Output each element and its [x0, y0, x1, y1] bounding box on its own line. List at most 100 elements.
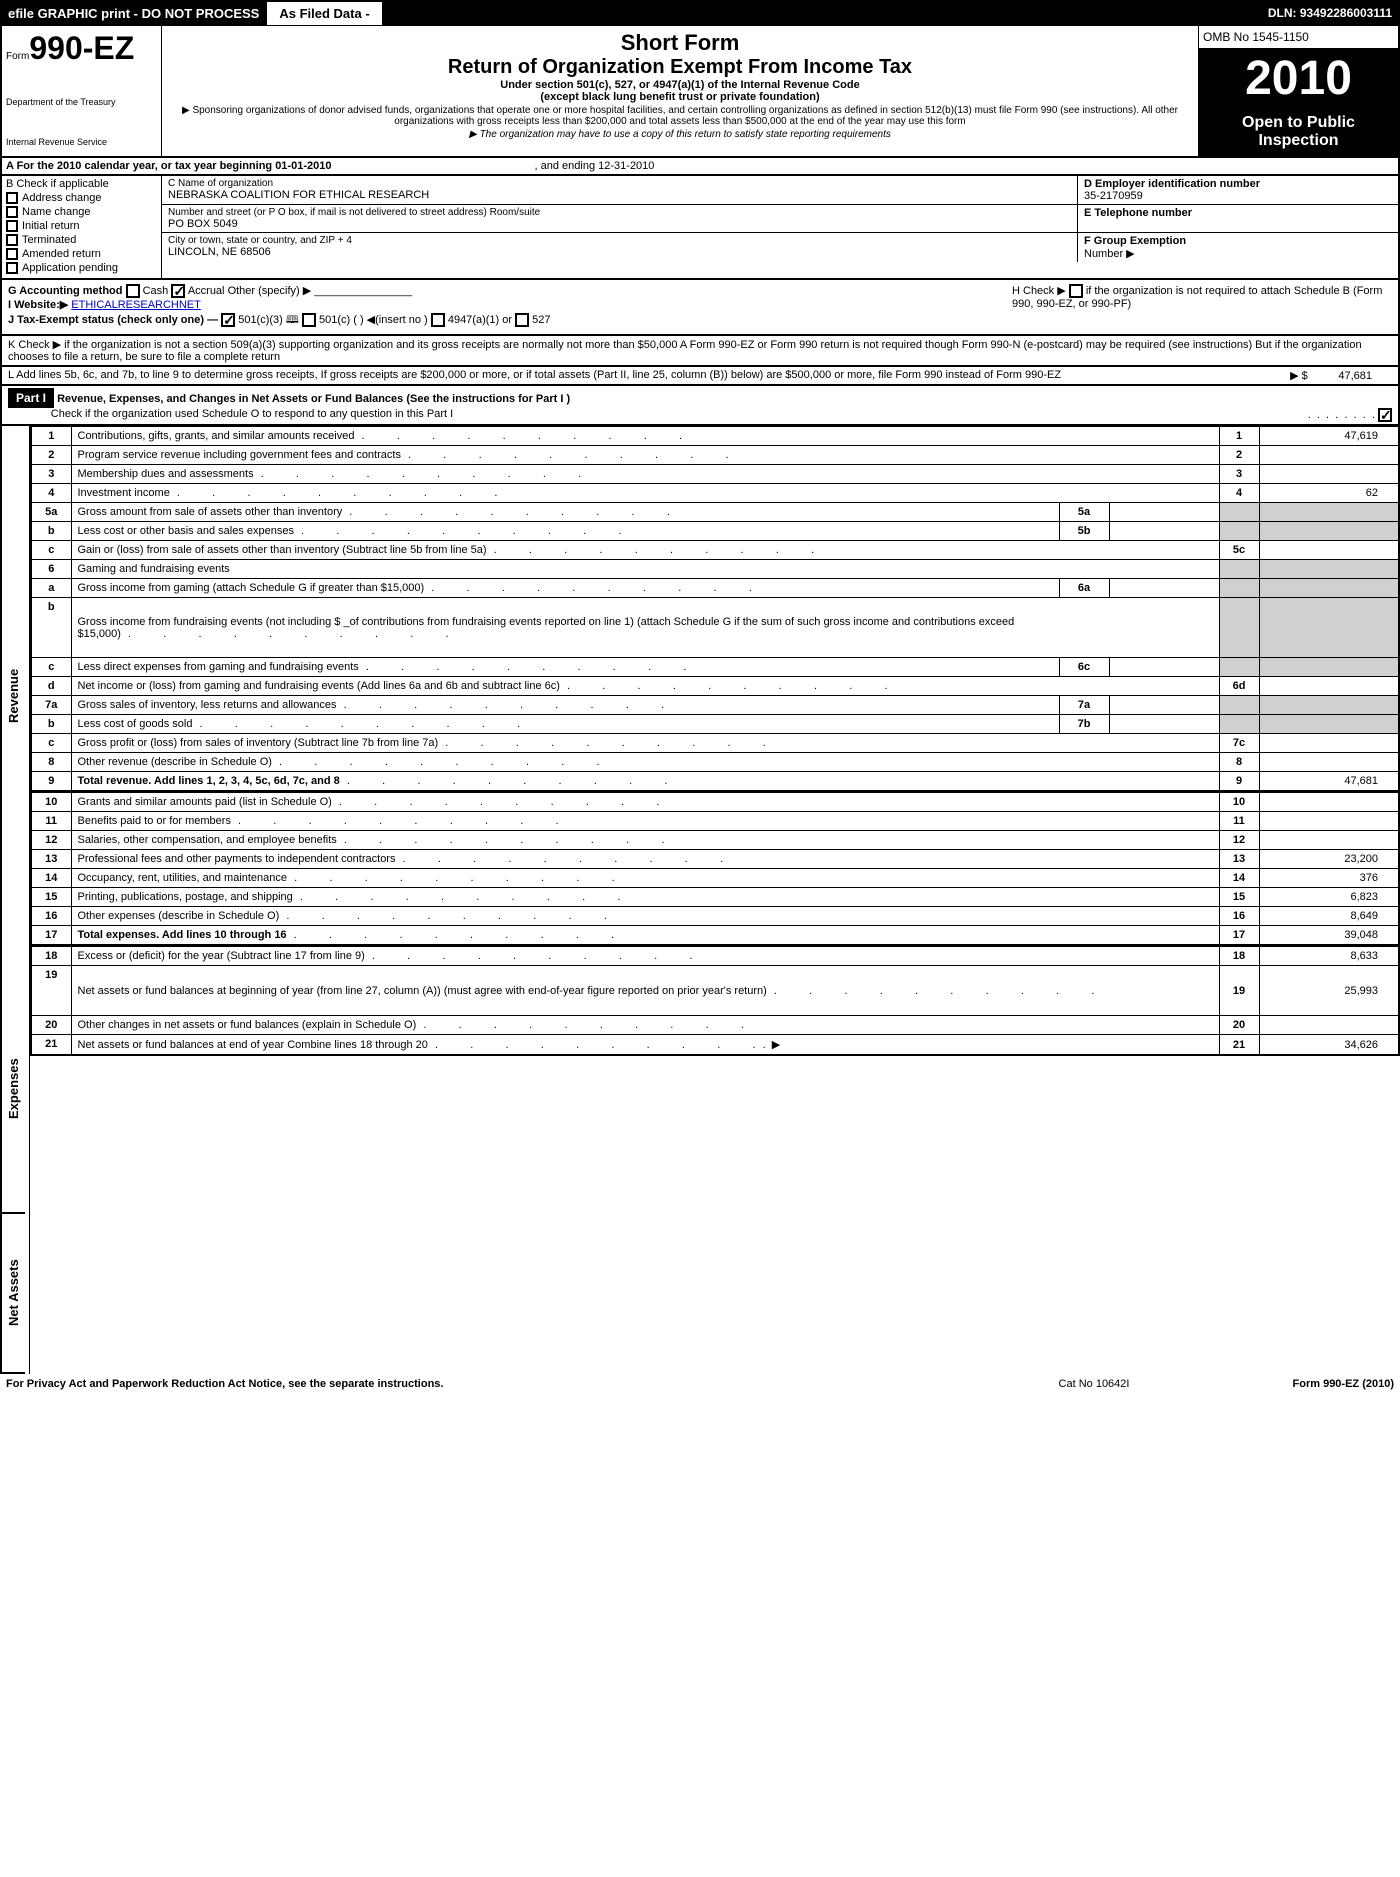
table-row: 1 Contributions, gifts, grants, and simi…	[31, 427, 1399, 446]
footer-form: Form 990-EZ (2010)	[1194, 1378, 1394, 1390]
table-row: 16 Other expenses (describe in Schedule …	[31, 907, 1399, 926]
dept-treasury: Department of the Treasury	[6, 97, 157, 107]
table-row: d Net income or (loss) from gaming and f…	[31, 677, 1399, 696]
title-short-form: Short Form	[170, 30, 1190, 56]
table-row: 3 Membership dues and assessments 3	[31, 465, 1399, 484]
part1-label: Part I	[8, 388, 54, 408]
page-footer: For Privacy Act and Paperwork Reduction …	[0, 1374, 1400, 1394]
table-row: c Less direct expenses from gaming and f…	[31, 658, 1399, 677]
checkbox-label: Application pending	[22, 262, 118, 274]
row-k: K Check ▶ if the organization is not a s…	[0, 336, 1400, 367]
table-row: 18 Excess or (deficit) for the year (Sub…	[31, 947, 1399, 966]
table-row: 19 Net assets or fund balances at beginn…	[31, 966, 1399, 1016]
subtitle-except: (except black lung benefit trust or priv…	[170, 91, 1190, 103]
top-bar: efile GRAPHIC print - DO NOT PROCESS As …	[0, 0, 1400, 26]
table-row: b Less cost or other basis and sales exp…	[31, 522, 1399, 541]
cash-checkbox[interactable]	[126, 284, 140, 298]
column-b: B Check if applicable Address change Name…	[2, 176, 162, 278]
row-ghij: G Accounting method Cash Accrual Other (…	[0, 280, 1400, 336]
checkbox-label: Address change	[22, 192, 102, 204]
c-addr-cell: Number and street (or P O box, if mail i…	[162, 205, 1078, 232]
section-b-through-f: B Check if applicable Address change Name…	[0, 176, 1400, 280]
table-row: c Gross profit or (loss) from sales of i…	[31, 734, 1399, 753]
table-row: 6 Gaming and fundraising events	[31, 560, 1399, 579]
f-group-cell: F Group Exemption Number ▶	[1078, 233, 1398, 262]
table-row: 5a Gross amount from sale of assets othe…	[31, 503, 1399, 522]
form-number: 990-EZ	[29, 30, 134, 66]
note-sponsoring: ▶ Sponsoring organizations of donor advi…	[170, 105, 1190, 127]
table-row: 7a Gross sales of inventory, less return…	[31, 696, 1399, 715]
table-row: c Gain or (loss) from sale of assets oth…	[31, 541, 1399, 560]
dln-label: DLN: 93492286003111	[1260, 2, 1400, 24]
checkbox-terminated[interactable]	[6, 234, 18, 246]
tax-year: 2010	[1199, 49, 1398, 108]
checkbox-label: Terminated	[22, 234, 76, 246]
footer-cat: Cat No 10642I	[994, 1378, 1194, 1390]
checkbox-label: Name change	[22, 206, 91, 218]
checkbox-initial-return[interactable]	[6, 220, 18, 232]
table-row: 10 Grants and similar amounts paid (list…	[31, 793, 1399, 812]
part1-header-row: Part I Revenue, Expenses, and Changes in…	[0, 386, 1400, 426]
527-checkbox[interactable]	[515, 313, 529, 327]
schedule-o-checkbox[interactable]	[1378, 408, 1392, 422]
row-a-tax-year: A For the 2010 calendar year, or tax yea…	[0, 158, 1400, 176]
subtitle-section: Under section 501(c), 527, or 4947(a)(1)…	[170, 79, 1190, 91]
expenses-label: Expenses	[2, 966, 25, 1214]
row-l: L Add lines 5b, 6c, and 7b, to line 9 to…	[0, 367, 1400, 386]
header-center: Short Form Return of Organization Exempt…	[162, 26, 1198, 156]
accrual-checkbox[interactable]	[171, 284, 185, 298]
checkbox-amended-return[interactable]	[6, 248, 18, 260]
checkbox-label: Amended return	[22, 248, 101, 260]
h-checkbox[interactable]	[1069, 284, 1083, 298]
website-link[interactable]: ETHICALRESEARCHNET	[71, 299, 201, 311]
checkbox-address-change[interactable]	[6, 192, 18, 204]
table-row: 12 Salaries, other compensation, and emp…	[31, 831, 1399, 850]
header-left: Form990-EZ Department of the Treasury In…	[2, 26, 162, 156]
as-filed-label: As Filed Data -	[267, 2, 401, 25]
table-row: 17 Total expenses. Add lines 10 through …	[31, 926, 1399, 946]
netassets-label: Net Assets	[2, 1214, 25, 1374]
form-prefix: Form	[6, 51, 29, 62]
title-return: Return of Organization Exempt From Incom…	[170, 56, 1190, 79]
table-row: 4 Investment income 4 62	[31, 484, 1399, 503]
ghij-left: G Accounting method Cash Accrual Other (…	[8, 284, 992, 330]
501c-checkbox[interactable]	[302, 313, 316, 327]
header-right: OMB No 1545-1150 2010 Open to Public Ins…	[1198, 26, 1398, 156]
table-row: 8 Other revenue (describe in Schedule O)…	[31, 753, 1399, 772]
c-city-cell: City or town, state or country, and ZIP …	[162, 233, 1078, 262]
side-labels: Revenue Expenses Net Assets	[2, 426, 30, 1374]
c-name-cell: C Name of organization NEBRASKA COALITIO…	[162, 176, 1078, 204]
table-row: a Gross income from gaming (attach Sched…	[31, 579, 1399, 598]
table-row: 20 Other changes in net assets or fund b…	[31, 1016, 1399, 1035]
checkbox-name-change[interactable]	[6, 206, 18, 218]
table-row: 9 Total revenue. Add lines 1, 2, 3, 4, 5…	[31, 772, 1399, 792]
d-ein-cell: D Employer identification number 35-2170…	[1078, 176, 1398, 204]
footer-privacy: For Privacy Act and Paperwork Reduction …	[6, 1378, 994, 1390]
table-row: b Gross income from fundraising events (…	[31, 598, 1399, 658]
checkbox-application-pending[interactable]	[6, 262, 18, 274]
form-header: Form990-EZ Department of the Treasury In…	[0, 26, 1400, 158]
501c3-checkbox[interactable]	[221, 313, 235, 327]
table-row: 2 Program service revenue including gove…	[31, 446, 1399, 465]
table-row: 13 Professional fees and other payments …	[31, 850, 1399, 869]
table-row: b Less cost of goods sold 7b	[31, 715, 1399, 734]
revenue-table: 1 Contributions, gifts, grants, and simi…	[30, 426, 1400, 792]
column-cde: C Name of organization NEBRASKA COALITIO…	[162, 176, 1398, 278]
e-tel-cell: E Telephone number	[1078, 205, 1398, 232]
table-row: 15 Printing, publications, postage, and …	[31, 888, 1399, 907]
note-state: ▶ The organization may have to use a cop…	[170, 129, 1190, 140]
col-b-header: B Check if applicable	[6, 178, 157, 190]
table-row: 14 Occupancy, rent, utilities, and maint…	[31, 869, 1399, 888]
dept-irs: Internal Revenue Service	[6, 137, 157, 147]
table-row: 11 Benefits paid to or for members 11	[31, 812, 1399, 831]
checkbox-label: Initial return	[22, 220, 79, 232]
omb-number: OMB No 1545-1150	[1199, 26, 1398, 49]
netassets-table: 18 Excess or (deficit) for the year (Sub…	[30, 946, 1400, 1056]
revenue-label: Revenue	[2, 426, 25, 966]
4947-checkbox[interactable]	[431, 313, 445, 327]
main-table-wrap: Revenue Expenses Net Assets 1 Contributi…	[0, 426, 1400, 1374]
expenses-table: 10 Grants and similar amounts paid (list…	[30, 792, 1400, 946]
h-cell: H Check ▶ if the organization is not req…	[992, 284, 1392, 330]
open-to-public: Open to Public Inspection	[1199, 108, 1398, 156]
efile-label: efile GRAPHIC print - DO NOT PROCESS	[0, 2, 267, 25]
